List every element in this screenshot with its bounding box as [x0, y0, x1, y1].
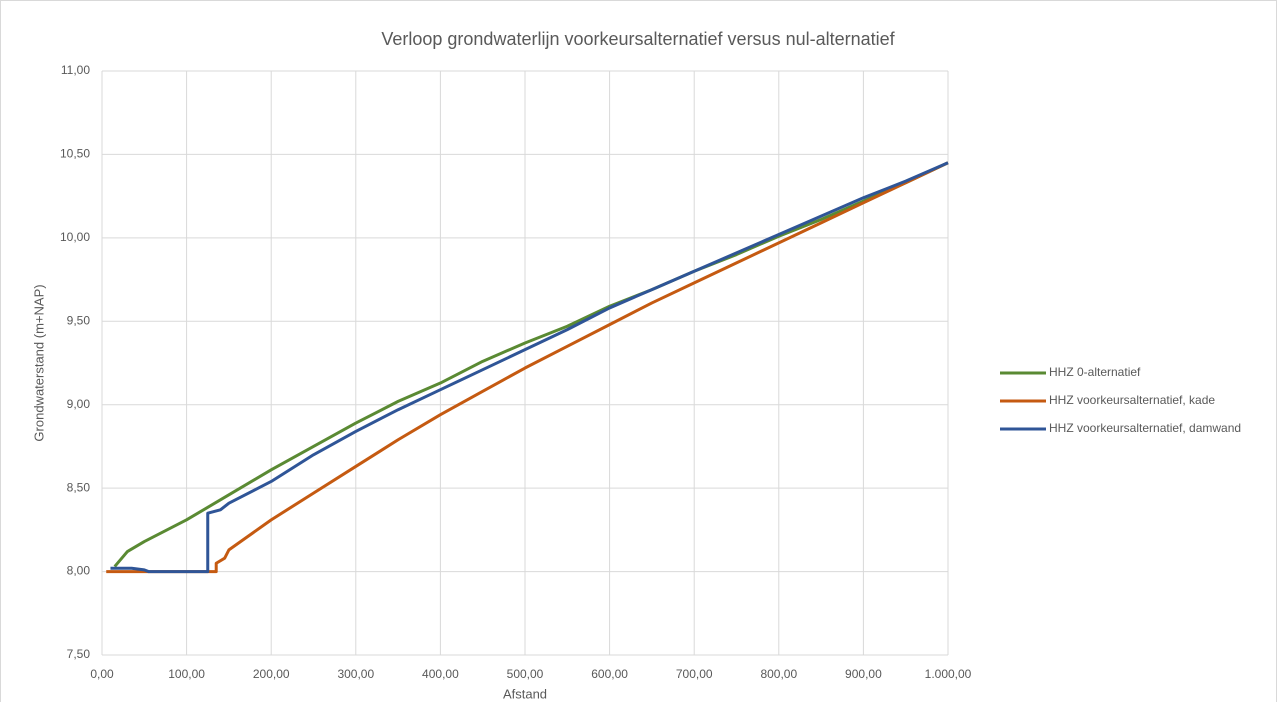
x-tick-label: 200,00 [253, 667, 290, 681]
x-tick-label: 300,00 [337, 667, 374, 681]
y-tick-label: 9,00 [67, 397, 91, 411]
y-tick-label: 10,00 [60, 230, 90, 244]
line [110, 161, 949, 574]
x-tick-label: 0,00 [90, 667, 114, 681]
line [113, 161, 949, 568]
x-tick-label: 600,00 [591, 667, 628, 681]
line [106, 161, 949, 574]
y-tick-label: 8,50 [67, 480, 91, 494]
y-axis-label: Grondwaterstand (m+NAP) [31, 284, 46, 441]
x-tick-label: 1.000,00 [925, 667, 972, 681]
x-axis-label: Afstand [503, 686, 547, 701]
legend-label: HHZ 0-alternatief [1049, 365, 1141, 379]
x-tick-label: 800,00 [760, 667, 797, 681]
y-tick-label: 7,50 [67, 647, 91, 661]
x-tick-label: 700,00 [676, 667, 713, 681]
x-tick-label: 900,00 [845, 667, 882, 681]
x-tick-label: 400,00 [422, 667, 459, 681]
x-tick-label: 100,00 [168, 667, 205, 681]
legend-label: HHZ voorkeursalternatief, damwand [1049, 421, 1241, 435]
x-tick-label: 500,00 [507, 667, 544, 681]
y-tick-label: 11,00 [61, 63, 90, 77]
legend-label: HHZ voorkeursalternatief, kade [1049, 393, 1215, 407]
y-tick-label: 8,00 [67, 564, 91, 578]
chart-title: Verloop grondwaterlijn voorkeursalternat… [381, 29, 895, 49]
y-tick-label: 9,50 [67, 313, 91, 327]
y-tick-label: 10,50 [60, 147, 90, 161]
